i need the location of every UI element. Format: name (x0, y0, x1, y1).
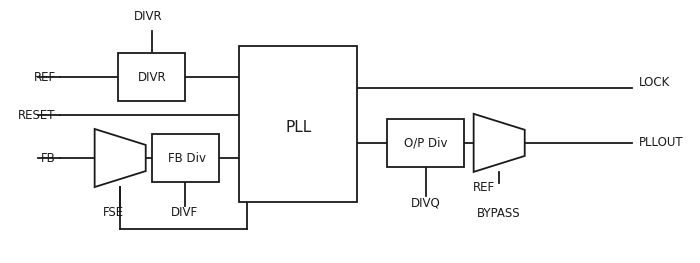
Text: PLLOUT: PLLOUT (639, 136, 684, 149)
Text: FSE: FSE (103, 206, 124, 219)
Text: BYPASS: BYPASS (477, 207, 521, 220)
Polygon shape (474, 114, 525, 172)
Text: O/P Div: O/P Div (403, 136, 447, 149)
Text: PLL: PLL (285, 120, 312, 135)
Text: REF: REF (473, 181, 496, 194)
Polygon shape (94, 129, 146, 187)
Text: REF: REF (34, 71, 56, 84)
Text: LOCK: LOCK (639, 76, 670, 89)
Text: RESET: RESET (18, 109, 56, 122)
Text: DIVQ: DIVQ (410, 196, 440, 209)
Bar (118, 53, 186, 101)
Bar (387, 119, 464, 167)
Bar (239, 46, 357, 202)
Text: DIVF: DIVF (171, 206, 197, 219)
Text: FB Div: FB Div (168, 151, 206, 165)
Bar (152, 134, 219, 182)
Text: FB: FB (41, 151, 56, 165)
Text: DIVR: DIVR (134, 10, 162, 23)
Text: DIVR: DIVR (137, 71, 166, 84)
